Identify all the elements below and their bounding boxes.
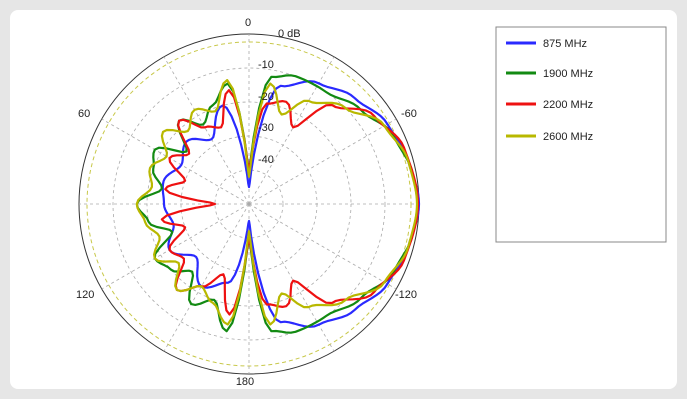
legend-label-2600: 2600 MHz [543, 131, 593, 143]
angle-tick-neg60: -60 [401, 108, 417, 120]
radius-tick-neg40: -40 [258, 154, 274, 166]
legend-label-2200: 2200 MHz [543, 99, 593, 111]
polar-spoke-120 [102, 204, 249, 289]
legend-label-1900: 1900 MHz [543, 68, 593, 80]
radius-tick-neg10: -10 [258, 59, 274, 71]
legend: 875 MHz 1900 MHz 2200 MHz 2600 MHz [496, 27, 666, 242]
angle-tick-120: 120 [76, 289, 94, 301]
angle-tick-0: 0 [245, 17, 251, 29]
polar-spoke-210 [249, 204, 334, 351]
radius-tick-neg20: -20 [258, 91, 274, 103]
polar-grid [79, 34, 419, 374]
angle-tick-neg120: -120 [395, 289, 417, 301]
polar-spoke-240 [249, 204, 396, 289]
radius-tick-neg30: -30 [258, 122, 274, 134]
angle-tick-180: 180 [236, 376, 254, 388]
legend-label-875: 875 MHz [543, 38, 587, 50]
radial-unit-label: 0 dB [278, 28, 301, 40]
angle-tick-60: 60 [78, 108, 90, 120]
